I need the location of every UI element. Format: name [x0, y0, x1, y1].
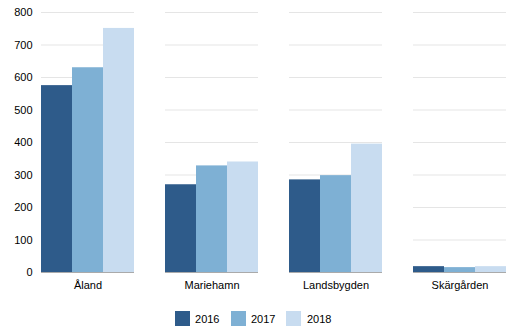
svg-text:Åland: Åland	[74, 279, 102, 291]
svg-text:Skärgården: Skärgården	[432, 279, 489, 291]
html-text:2017: 2017	[251, 312, 276, 325]
svg-text:500: 500	[14, 104, 32, 116]
html-text:2016: 2016	[195, 312, 220, 325]
svg-text:0: 0	[26, 266, 32, 278]
svg-text:400: 400	[14, 136, 32, 148]
html-text:2018: 2018	[307, 312, 332, 325]
svg-text:Mariehamn: Mariehamn	[184, 279, 239, 291]
svg-text:800: 800	[14, 6, 32, 18]
svg-text:600: 600	[14, 71, 32, 83]
svg-text:700: 700	[14, 39, 32, 51]
svg-text:100: 100	[14, 234, 32, 246]
svg-text:Landsbygden: Landsbygden	[303, 279, 369, 291]
svg-text:300: 300	[14, 169, 32, 181]
svg-text:200: 200	[14, 201, 32, 213]
